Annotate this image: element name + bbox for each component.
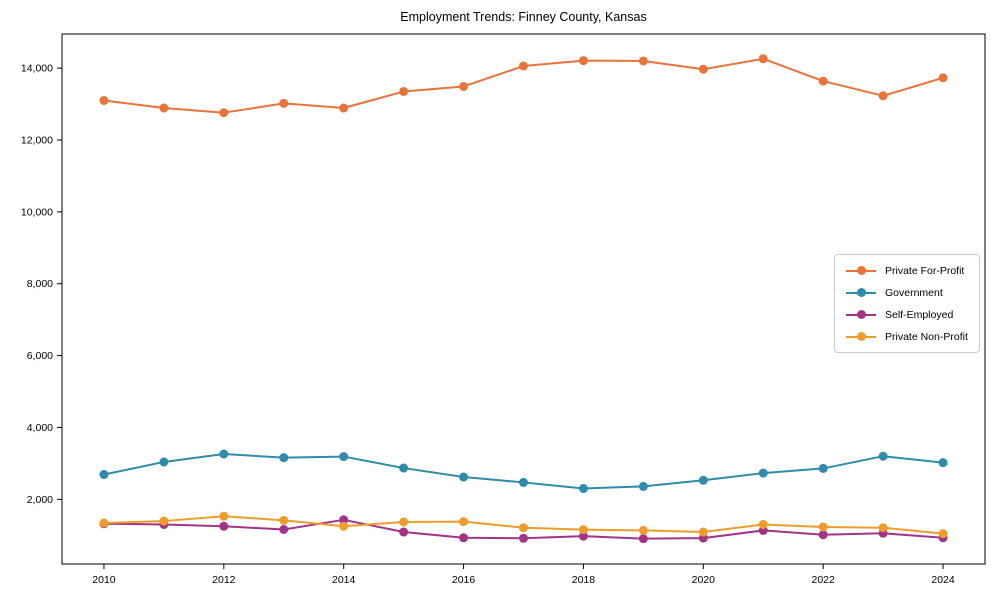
data-point-government-2012 [219, 449, 229, 459]
data-point-private-non-profit-2017 [519, 523, 528, 533]
data-point-self-employed-2018 [578, 531, 588, 541]
legend-line-dot-icon [846, 331, 876, 342]
x-axis-tick-label: 2016 [452, 574, 476, 586]
y-axis-tick-label: 10,000 [21, 206, 53, 218]
data-point-government-2014 [339, 452, 349, 462]
legend-label: Private Non-Profit [885, 330, 968, 343]
data-point-private-non-profit-2014 [339, 521, 349, 531]
x-axis-tick-label: 2022 [811, 574, 835, 586]
data-point-private-for-profit-2021 [758, 54, 768, 64]
data-point-government-2013 [279, 453, 289, 463]
legend-label: Self-Employed [885, 308, 954, 321]
data-point-private-non-profit-2012 [219, 511, 229, 521]
data-point-government-2023 [878, 451, 888, 461]
y-axis-tick-label: 12,000 [21, 135, 53, 147]
data-point-private-for-profit-2010 [99, 95, 109, 105]
data-point-private-non-profit-2011 [159, 516, 169, 526]
data-point-government-2010 [99, 470, 109, 480]
data-point-self-employed-2019 [638, 534, 648, 544]
data-point-private-non-profit-2015 [399, 517, 409, 527]
data-point-private-for-profit-2017 [519, 61, 528, 71]
data-point-government-2015 [399, 463, 409, 473]
data-point-government-2016 [459, 472, 469, 482]
data-point-government-2011 [159, 457, 169, 467]
data-point-self-employed-2016 [459, 533, 469, 543]
legend-line-dot-icon [846, 287, 876, 298]
data-point-government-2019 [638, 481, 648, 491]
data-point-private-non-profit-2021 [758, 519, 768, 529]
legend-item-private-non-profit: Private Non-Profit [846, 329, 968, 344]
legend: Private For-Profit Government Self-Employe… [834, 254, 980, 353]
data-point-self-employed-2015 [399, 527, 409, 537]
y-axis-tick-label: 6,000 [27, 350, 53, 362]
data-point-government-2022 [818, 463, 828, 473]
data-point-private-for-profit-2013 [279, 98, 289, 108]
data-point-private-for-profit-2018 [578, 56, 588, 66]
legend-label: Government [885, 286, 943, 299]
data-point-government-2020 [698, 475, 708, 485]
x-axis-tick-label: 2018 [572, 574, 596, 586]
data-point-private-non-profit-2022 [818, 522, 828, 532]
data-point-private-non-profit-2013 [279, 515, 289, 525]
data-point-private-non-profit-2023 [878, 523, 888, 533]
legend-label: Private For-Profit [885, 264, 965, 277]
data-point-self-employed-2014 [339, 515, 349, 525]
data-point-private-for-profit-2022 [818, 76, 828, 86]
data-point-private-for-profit-2024 [938, 73, 948, 83]
data-point-government-2024 [938, 458, 948, 468]
data-point-private-for-profit-2012 [219, 108, 229, 118]
data-point-self-employed-2013 [279, 525, 289, 535]
data-point-private-non-profit-2010 [99, 518, 109, 528]
data-point-private-for-profit-2011 [159, 103, 169, 113]
legend-line-dot-icon [846, 309, 876, 320]
y-axis-tick-label: 8,000 [27, 278, 53, 290]
legend-item-private-for-profit: Private For-Profit [846, 263, 968, 278]
data-point-private-for-profit-2014 [339, 103, 349, 113]
plot-border [61, 33, 986, 565]
data-point-private-for-profit-2016 [459, 81, 469, 91]
data-point-private-for-profit-2020 [698, 64, 708, 74]
y-axis-tick-label: 2,000 [27, 494, 53, 506]
x-axis-tick-label: 2020 [692, 574, 716, 586]
legend-line-dot-icon [846, 265, 876, 276]
data-point-private-non-profit-2019 [638, 525, 648, 535]
data-point-self-employed-2022 [818, 530, 828, 540]
data-point-self-employed-2017 [519, 533, 528, 543]
y-axis-tick-label: 14,000 [21, 63, 53, 75]
data-point-private-for-profit-2019 [638, 56, 648, 66]
data-point-private-non-profit-2016 [459, 517, 469, 527]
data-point-government-2021 [758, 468, 768, 478]
legend-item-government: Government [846, 285, 968, 300]
x-axis-tick-label: 2012 [212, 574, 236, 586]
data-point-self-employed-2012 [219, 521, 229, 531]
data-point-government-2017 [519, 477, 528, 487]
y-axis-tick-label: 4,000 [27, 422, 53, 434]
x-axis-tick-label: 2010 [92, 574, 116, 586]
chart-title: Employment Trends: Finney County, Kansas [400, 10, 647, 24]
data-point-private-non-profit-2020 [698, 527, 708, 537]
data-point-private-for-profit-2015 [399, 86, 409, 96]
legend-item-self-employed: Self-Employed [846, 307, 968, 322]
x-axis-tick-label: 2014 [332, 574, 356, 586]
data-point-private-non-profit-2018 [578, 525, 588, 535]
data-point-private-for-profit-2023 [878, 91, 888, 101]
data-point-private-non-profit-2024 [938, 529, 948, 539]
data-point-government-2018 [578, 484, 588, 494]
x-axis-tick-label: 2024 [931, 574, 955, 586]
